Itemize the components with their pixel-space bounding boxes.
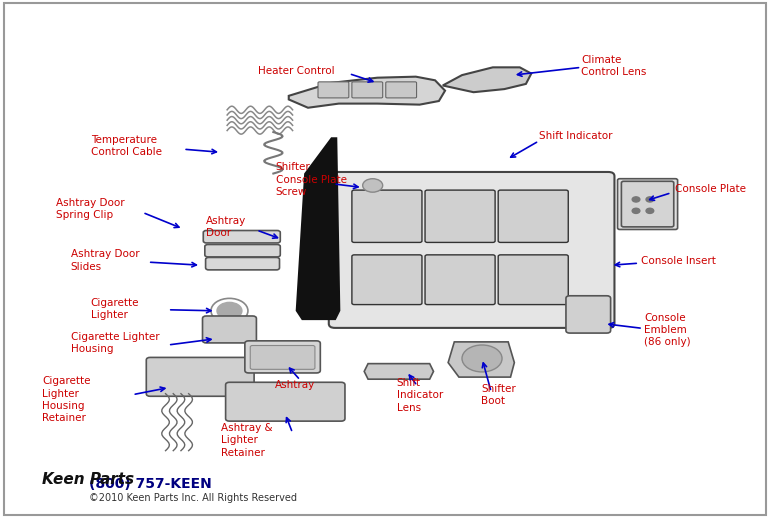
FancyBboxPatch shape (205, 244, 280, 257)
FancyBboxPatch shape (425, 255, 495, 305)
Text: (800) 757-KEEN: (800) 757-KEEN (89, 477, 211, 492)
FancyBboxPatch shape (245, 341, 320, 373)
Text: Console
Emblem
(86 only): Console Emblem (86 only) (644, 312, 691, 348)
FancyBboxPatch shape (425, 190, 495, 242)
Text: Ashtray Door
Slides: Ashtray Door Slides (71, 249, 139, 272)
Circle shape (363, 179, 383, 192)
Text: Console Plate: Console Plate (675, 184, 746, 194)
FancyBboxPatch shape (498, 255, 568, 305)
FancyBboxPatch shape (318, 82, 349, 98)
FancyBboxPatch shape (352, 255, 422, 305)
Circle shape (646, 208, 654, 213)
FancyBboxPatch shape (352, 82, 383, 98)
Text: Temperature
Control Cable: Temperature Control Cable (91, 135, 162, 157)
FancyBboxPatch shape (206, 257, 280, 270)
Text: Ashtray Door
Spring Clip: Ashtray Door Spring Clip (56, 198, 125, 221)
Circle shape (462, 345, 502, 372)
Text: ©2010 Keen Parts Inc. All Rights Reserved: ©2010 Keen Parts Inc. All Rights Reserve… (89, 493, 296, 503)
FancyBboxPatch shape (226, 382, 345, 421)
Text: Ashtray &
Lighter
Retainer: Ashtray & Lighter Retainer (221, 423, 273, 458)
Text: Climate
Control Lens: Climate Control Lens (581, 54, 647, 77)
Text: Shifter
Console Plate
Screw: Shifter Console Plate Screw (276, 162, 346, 197)
FancyBboxPatch shape (618, 179, 678, 229)
Circle shape (646, 197, 654, 202)
Polygon shape (289, 77, 445, 108)
Polygon shape (443, 67, 531, 92)
FancyBboxPatch shape (498, 190, 568, 242)
FancyBboxPatch shape (203, 316, 256, 343)
Text: Shift
Indicator
Lens: Shift Indicator Lens (397, 378, 443, 413)
Text: Console Insert: Console Insert (641, 255, 716, 266)
FancyBboxPatch shape (386, 82, 417, 98)
Polygon shape (296, 137, 340, 320)
Polygon shape (448, 342, 514, 377)
Polygon shape (364, 364, 434, 379)
Text: Shifter
Boot: Shifter Boot (481, 384, 516, 407)
Circle shape (217, 303, 242, 319)
FancyBboxPatch shape (352, 190, 422, 242)
Text: Ashtray: Ashtray (275, 380, 315, 391)
FancyBboxPatch shape (566, 296, 611, 333)
Text: Ashtray
Door: Ashtray Door (206, 215, 246, 238)
Circle shape (632, 197, 640, 202)
FancyBboxPatch shape (146, 357, 254, 396)
Text: Heater Control: Heater Control (258, 66, 335, 77)
Circle shape (632, 208, 640, 213)
Text: Keen Parts: Keen Parts (42, 472, 135, 486)
Text: Cigarette
Lighter
Housing
Retainer: Cigarette Lighter Housing Retainer (42, 376, 91, 424)
Text: Cigarette Lighter
Housing: Cigarette Lighter Housing (71, 332, 159, 354)
Text: Shift Indicator: Shift Indicator (539, 131, 612, 141)
Text: Cigarette
Lighter: Cigarette Lighter (91, 297, 139, 320)
FancyBboxPatch shape (250, 346, 315, 369)
FancyBboxPatch shape (329, 172, 614, 328)
FancyBboxPatch shape (621, 181, 674, 227)
FancyBboxPatch shape (203, 231, 280, 243)
